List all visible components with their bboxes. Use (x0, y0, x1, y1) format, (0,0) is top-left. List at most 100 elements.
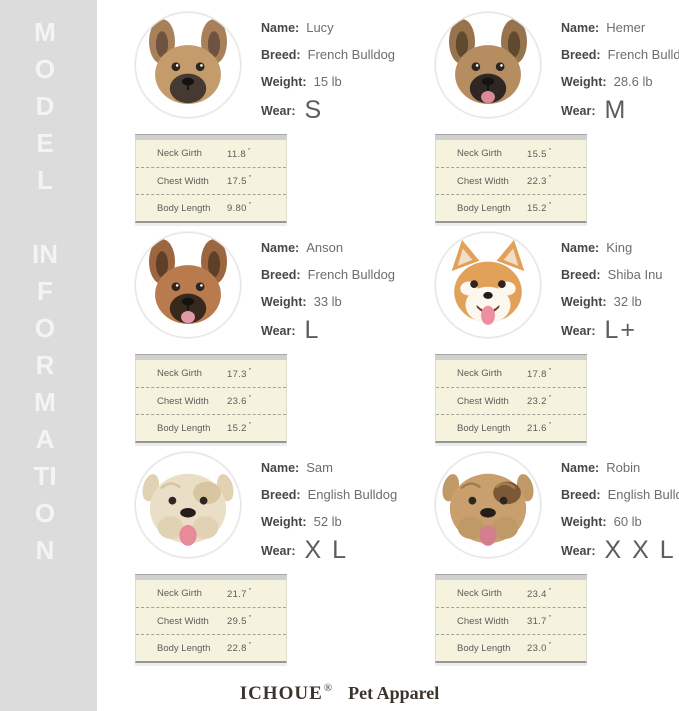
inch-mark: ″ (248, 202, 252, 209)
weight-label: Weight: (561, 514, 607, 529)
inch-mark: ″ (548, 202, 552, 209)
english-bulldog-face-icon (438, 471, 538, 548)
chest-width-row: Chest Width 17.5 ″ (136, 167, 286, 194)
brand-tagline: Pet Apparel (348, 683, 440, 703)
measurement-table: Neck Girth 17.3 ″ Chest Width 23.6 ″ Body … (135, 354, 287, 443)
breed-value: English Bulldog (307, 487, 398, 502)
neck-girth-value: 15.5 ″ (527, 147, 552, 160)
weight-label: Weight: (561, 74, 607, 89)
body-length-value: 21.6 ″ (527, 422, 552, 434)
breed-value: French Bulldog (607, 47, 679, 62)
breed-line: Breed: English Bulldog (261, 481, 397, 508)
name-label: Name: (261, 20, 300, 35)
breed-label: Breed: (561, 487, 601, 502)
name-label: Name: (561, 20, 600, 35)
french-bulldog-face-icon (449, 19, 527, 104)
name-label: Name: (261, 240, 300, 255)
breed-line: Breed: French Bulldog (261, 261, 395, 288)
name-value: King (606, 240, 633, 255)
neck-girth-row: Neck Girth 15.5 ″ (436, 140, 586, 167)
chest-width-row: Chest Width 31.7 ″ (436, 607, 586, 634)
content-area: Name: Lucy Breed: French Bulldog Weight:… (97, 0, 679, 711)
weight-value: 33 lb (313, 294, 342, 309)
inch-mark: ″ (248, 367, 252, 375)
name-label: Name: (561, 460, 600, 475)
body-length-value: 22.8 ″ (227, 642, 252, 654)
table-top-bar (135, 134, 287, 140)
breed-line: Breed: English Bulldog (561, 481, 679, 508)
name-line: Name: Lucy (261, 14, 395, 41)
wear-line: Wear: M (561, 95, 679, 126)
english-bulldog-face-icon (138, 471, 238, 548)
name-value: Hemer (606, 20, 646, 35)
weight-line: Weight: 60 lb (561, 508, 679, 535)
model-card-king: Name: King Breed: Shiba Inu Weight: 32 l… (435, 232, 679, 443)
dog-photo (135, 12, 241, 118)
chest-width-label: Chest Width (157, 175, 209, 187)
breed-value: Shiba Inu (607, 267, 663, 282)
model-grid: Name: Lucy Breed: French Bulldog Weight:… (135, 12, 679, 672)
neck-girth-label: Neck Girth (457, 588, 502, 599)
breed-line: Breed: Shiba Inu (561, 261, 663, 288)
chest-width-label: Chest Width (457, 615, 509, 627)
neck-girth-value: 23.4 ″ (527, 587, 552, 600)
inch-mark: ″ (548, 615, 552, 622)
name-line: Name: Hemer (561, 14, 679, 41)
breed-value: English Bulldog (607, 487, 679, 502)
neck-girth-row: Neck Girth 11.8 ″ (136, 140, 286, 167)
weight-value: 15 lb (313, 74, 342, 89)
neck-girth-row: Neck Girth 17.8 ″ (436, 360, 586, 387)
weight-value: 52 lb (313, 514, 342, 529)
dog-photo (435, 12, 541, 118)
table-top-bar (435, 134, 587, 140)
inch-mark: ″ (548, 587, 552, 595)
name-label: Name: (261, 460, 300, 475)
chest-width-value: 22.3 ″ (527, 175, 552, 187)
inch-mark: ″ (248, 175, 252, 182)
body-length-label: Body Length (457, 642, 511, 654)
chest-width-row: Chest Width 23.2 ″ (436, 387, 586, 414)
table-top-bar (435, 354, 587, 360)
name-value: Robin (606, 460, 641, 475)
inch-mark: ″ (248, 615, 252, 622)
chest-width-row: Chest Width 23.6 ″ (136, 387, 286, 414)
breed-label: Breed: (261, 487, 301, 502)
inch-mark: ″ (248, 642, 252, 649)
neck-girth-value: 11.8 ″ (227, 147, 251, 160)
neck-girth-label: Neck Girth (157, 148, 202, 159)
neck-girth-row: Neck Girth 23.4 ″ (436, 580, 586, 607)
dog-photo (135, 452, 241, 558)
wear-size-value: M (604, 96, 628, 124)
dog-photo (435, 452, 541, 558)
inch-mark: ″ (248, 395, 252, 402)
body-length-row: Body Length 22.8 ″ (136, 634, 286, 661)
chest-width-label: Chest Width (457, 395, 509, 407)
french-bulldog-face-icon (149, 19, 227, 104)
wear-size-value: X L (304, 536, 349, 564)
brand-name: ICHOUE (239, 683, 323, 704)
inch-mark: ″ (548, 175, 552, 182)
body-length-label: Body Length (457, 202, 511, 214)
name-value: Sam (306, 460, 333, 475)
table-top-bar (435, 574, 587, 580)
measurement-table: Neck Girth 11.8 ″ Chest Width 17.5 ″ Body … (135, 134, 287, 223)
model-card-anson: Name: Anson Breed: French Bulldog Weight… (135, 232, 435, 443)
chest-width-row: Chest Width 29.5 ″ (136, 607, 286, 634)
measurement-table: Neck Girth 23.4 ″ Chest Width 31.7 ″ Body … (435, 574, 587, 663)
shiba-inu-face-icon (451, 239, 525, 325)
neck-girth-label: Neck Girth (157, 588, 202, 599)
name-value: Anson (306, 240, 344, 255)
dog-photo (435, 232, 541, 338)
model-card-sam: Name: Sam Breed: English Bulldog Weight:… (135, 452, 435, 663)
inch-mark: ″ (248, 147, 251, 155)
dog-photo (135, 232, 241, 338)
name-value: Lucy (306, 20, 334, 35)
model-information-title: MODEL INFORMATION (32, 17, 58, 565)
wear-size-value: X X L (604, 536, 676, 564)
body-length-label: Body Length (157, 422, 211, 434)
inch-mark: ″ (548, 395, 552, 402)
neck-girth-label: Neck Girth (457, 148, 502, 159)
chest-width-value: 17.5 ″ (227, 175, 252, 187)
name-line: Name: Sam (261, 454, 397, 481)
wear-line: Wear: L (261, 315, 395, 346)
